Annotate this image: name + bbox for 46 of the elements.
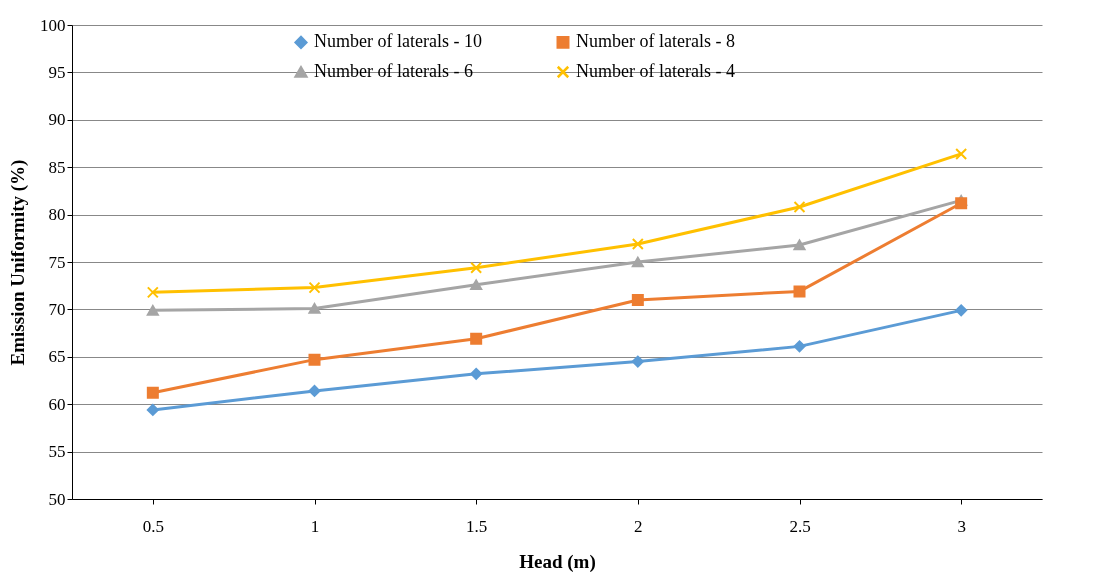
- x-tick-label: 2.5: [789, 516, 811, 536]
- point: [793, 239, 806, 251]
- legend-label: Number of laterals - 10: [314, 31, 482, 52]
- point: [308, 303, 321, 314]
- y-tick-label: 50: [48, 489, 66, 509]
- point: [631, 355, 644, 368]
- y-tick-label: 85: [48, 157, 66, 177]
- y-tick-label: 55: [48, 442, 66, 462]
- point: [146, 305, 159, 316]
- y-tick-label: 75: [48, 252, 66, 272]
- x-axis-title: Head (m): [519, 550, 596, 573]
- y-tick-label: 95: [48, 62, 66, 82]
- point: [955, 197, 968, 210]
- point: [470, 332, 483, 345]
- point: [308, 353, 321, 366]
- point: [631, 256, 644, 268]
- y-tick-label: 65: [48, 347, 66, 367]
- point: [470, 279, 483, 291]
- point: [955, 304, 968, 317]
- point: [146, 403, 159, 416]
- point: [955, 147, 968, 160]
- point: [793, 285, 806, 298]
- x-tick-label: 1: [310, 516, 320, 536]
- point: [793, 201, 806, 214]
- point: [631, 237, 644, 250]
- point: [308, 281, 321, 294]
- y-tick-label: 80: [48, 205, 66, 225]
- x-tick-label: 2: [634, 516, 643, 536]
- y-tick-label: 90: [48, 110, 66, 130]
- point: [470, 261, 483, 274]
- x-tick-label: 3: [957, 516, 966, 536]
- point: [631, 293, 644, 306]
- legend-label: Number of laterals - 6: [314, 61, 473, 81]
- legend-label: Number of laterals - 8: [576, 31, 735, 52]
- x-tick-label: 1.5: [466, 516, 488, 536]
- y-tick-label: 100: [40, 15, 66, 35]
- legend-label: Number of laterals - 4: [576, 61, 735, 81]
- point: [146, 386, 159, 399]
- point: [146, 286, 159, 299]
- y-tick-label: 70: [48, 299, 66, 319]
- point: [470, 367, 483, 380]
- y-tick-label: 60: [48, 394, 66, 414]
- x-tick-label: 0.5: [142, 516, 164, 536]
- point: [308, 384, 321, 397]
- point: [793, 340, 806, 353]
- y-axis-title: Emission Uniformity (%): [7, 159, 29, 366]
